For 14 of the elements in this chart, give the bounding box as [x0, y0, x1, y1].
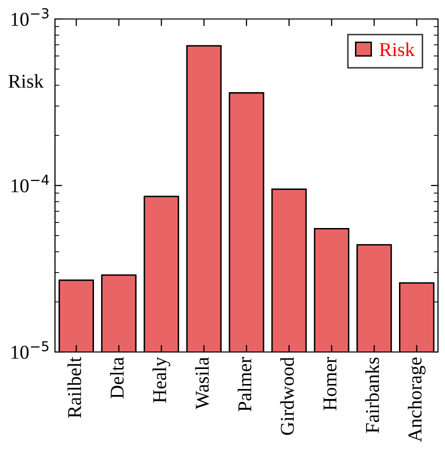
y-tick-label: 10$^{−4}$ — [12, 174, 49, 192]
x-tick-label: Railbelt — [67, 356, 82, 418]
x-tick-label: Palmer — [238, 357, 252, 412]
y-tick-label: 10$^{−3}$ — [12, 8, 48, 26]
x-tick-label: Anchorage — [408, 358, 426, 442]
y-axis-title: Risk — [8, 74, 44, 88]
x-tick-label: Delta — [110, 357, 124, 398]
x-tick-label: Girdwood — [280, 357, 294, 435]
x-tick-label: Homer — [324, 357, 336, 410]
x-tick-label: Wasila — [195, 357, 209, 410]
y-tick-label: 10$^{−5}$ — [12, 341, 48, 359]
x-tick-label: Healy — [152, 356, 170, 403]
x-tick-label: Fairbanks — [365, 358, 380, 433]
legend-label: Risk — [380, 42, 415, 56]
